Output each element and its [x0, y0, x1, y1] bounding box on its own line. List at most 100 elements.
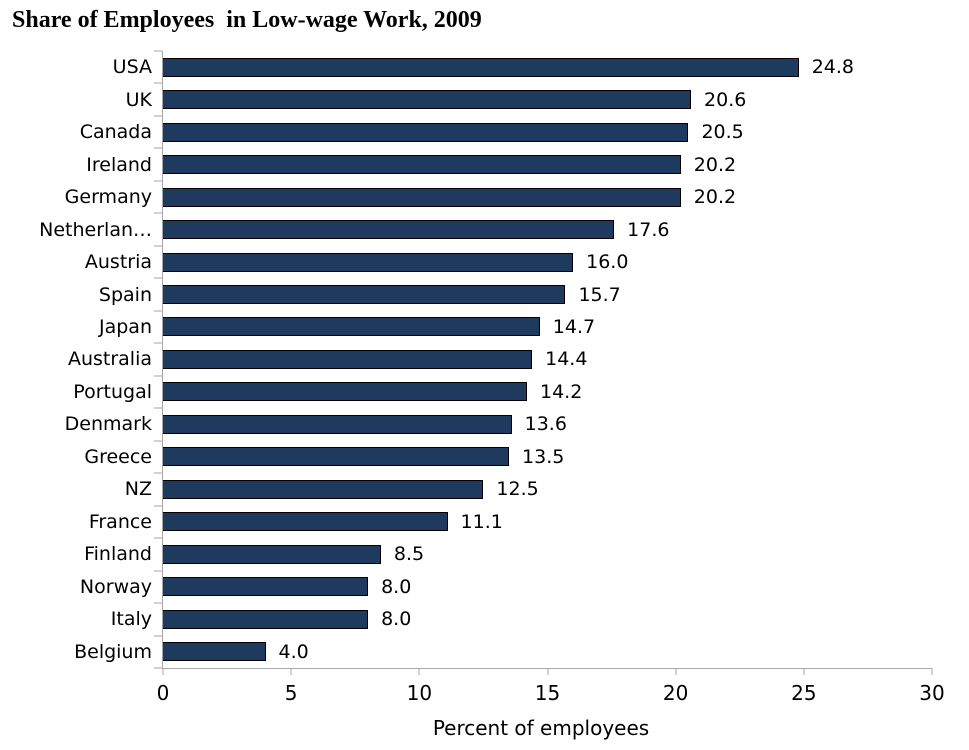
- value-label: 17.6: [627, 218, 670, 241]
- y-axis-tick: [154, 115, 162, 117]
- bar: [163, 609, 369, 629]
- x-axis-tick-label: 25: [791, 681, 817, 705]
- value-label: 8.0: [381, 575, 412, 598]
- bar: [163, 577, 369, 597]
- bar: [163, 349, 533, 369]
- category-label: Netherlan…: [39, 218, 152, 241]
- category-label: Germany: [64, 186, 152, 209]
- bar-row: Denmark 13.6: [65, 408, 932, 440]
- category-label: Portugal: [73, 380, 152, 403]
- bar-row: USA 24.8: [113, 51, 932, 83]
- bar-row: Finland 8.5: [84, 538, 932, 570]
- category-label: Greece: [84, 445, 152, 468]
- category-label: France: [88, 510, 152, 533]
- bar: [163, 414, 512, 434]
- bar-row: Germany 20.2: [65, 181, 932, 213]
- chart-title: Share of Employees in Low-wage Work, 200…: [12, 7, 482, 33]
- value-label: 14.7: [552, 315, 596, 338]
- x-axis-tick-label: 10: [406, 681, 433, 705]
- value-label: 16.0: [586, 251, 629, 274]
- value-label: 13.5: [522, 445, 565, 468]
- value-label: 20.2: [693, 186, 737, 209]
- bar-row: Portugal 14.2: [73, 376, 932, 408]
- value-label: 14.4: [545, 348, 588, 371]
- category-label: Ireland: [86, 153, 152, 176]
- x-axis-tick-label: 20: [662, 681, 689, 705]
- bar-row: Norway 8.0: [80, 571, 932, 603]
- category-label: Denmark: [64, 413, 152, 436]
- category-label: USA: [112, 56, 152, 79]
- category-label: Spain: [98, 283, 152, 306]
- plot-area: USA 24.8 UK 20.6 Canada 20.5 Ireland 20.2 German…: [39, 50, 945, 740]
- y-axis-tick: [154, 635, 162, 637]
- bar: [163, 479, 484, 499]
- y-axis-tick: [154, 472, 162, 474]
- bar: [163, 512, 448, 532]
- x-axis-tick-label: 0: [156, 681, 170, 705]
- category-label: UK: [125, 88, 152, 111]
- value-label: 8.0: [381, 608, 412, 631]
- x-axis-title: Percent of employees: [432, 716, 650, 740]
- category-label: Canada: [79, 121, 152, 144]
- category-label: Japan: [99, 315, 152, 338]
- bar-row: Ireland 20.2: [86, 148, 932, 180]
- category-label: Italy: [110, 608, 152, 631]
- value-label: 15.7: [578, 283, 621, 306]
- value-label: 8.5: [393, 543, 425, 566]
- bar-row: Italy 8.0: [111, 603, 932, 635]
- y-axis-tick: [154, 50, 162, 52]
- x-axis-tick: [418, 668, 420, 675]
- bar-row: UK 20.6: [126, 83, 932, 115]
- bar: [163, 220, 615, 240]
- x-axis-tick: [290, 668, 292, 675]
- value-label: 4.0: [278, 640, 309, 663]
- y-axis-tick: [154, 602, 162, 604]
- bar: [163, 382, 527, 402]
- y-axis-tick: [154, 342, 162, 344]
- bar: [163, 642, 266, 662]
- value-label: 24.8: [811, 56, 855, 79]
- value-label: 20.6: [704, 88, 747, 111]
- bar-rows: USA 24.8 UK 20.6 Canada 20.5 Ireland 20.2 German…: [39, 51, 932, 668]
- bar: [163, 122, 689, 142]
- bar: [163, 57, 799, 77]
- x-axis-tick-label: 15: [534, 681, 561, 705]
- y-axis-tick: [154, 407, 162, 409]
- bar-row: Canada 20.5: [80, 116, 932, 148]
- x-axis-tick: [162, 668, 164, 675]
- y-axis-tick: [154, 82, 162, 84]
- bar: [163, 252, 574, 272]
- value-label: 20.2: [693, 153, 737, 176]
- value-label: 20.5: [701, 121, 744, 144]
- bar-row: NZ 12.5: [125, 473, 932, 505]
- y-axis-tick: [154, 440, 162, 442]
- category-label: Austria: [84, 251, 152, 274]
- bar-row: Austria 16.0: [85, 246, 932, 278]
- x-axis-tick: [547, 668, 548, 675]
- value-label: 11.1: [460, 510, 503, 533]
- category-label: Finland: [84, 543, 152, 566]
- bar: [163, 90, 692, 110]
- x-axis-tick-label: 30: [919, 681, 945, 705]
- value-label: 12.5: [496, 478, 539, 501]
- x-axis-tick: [803, 668, 805, 675]
- category-label: Belgium: [74, 640, 152, 663]
- category-label: Australia: [67, 348, 152, 371]
- bar: [163, 155, 681, 175]
- y-axis-tick: [154, 667, 162, 669]
- x-axis-tick-label: 5: [284, 681, 298, 705]
- y-axis-tick: [154, 212, 162, 214]
- bar-row: Japan 14.7: [99, 311, 932, 343]
- y-axis-tick: [154, 375, 162, 377]
- bar-row: Belgium 4.0: [74, 635, 932, 667]
- bar-row: France 11.1: [89, 506, 932, 538]
- y-axis-tick: [154, 537, 162, 539]
- y-axis-tick: [154, 310, 162, 312]
- bar-row: Greece 13.5: [84, 441, 932, 473]
- bar: [163, 317, 540, 337]
- x-axis-tick: [675, 668, 677, 675]
- bar: [163, 285, 566, 305]
- bar-row: Netherlan… 17.6: [39, 213, 932, 245]
- y-axis-tick: [154, 147, 162, 149]
